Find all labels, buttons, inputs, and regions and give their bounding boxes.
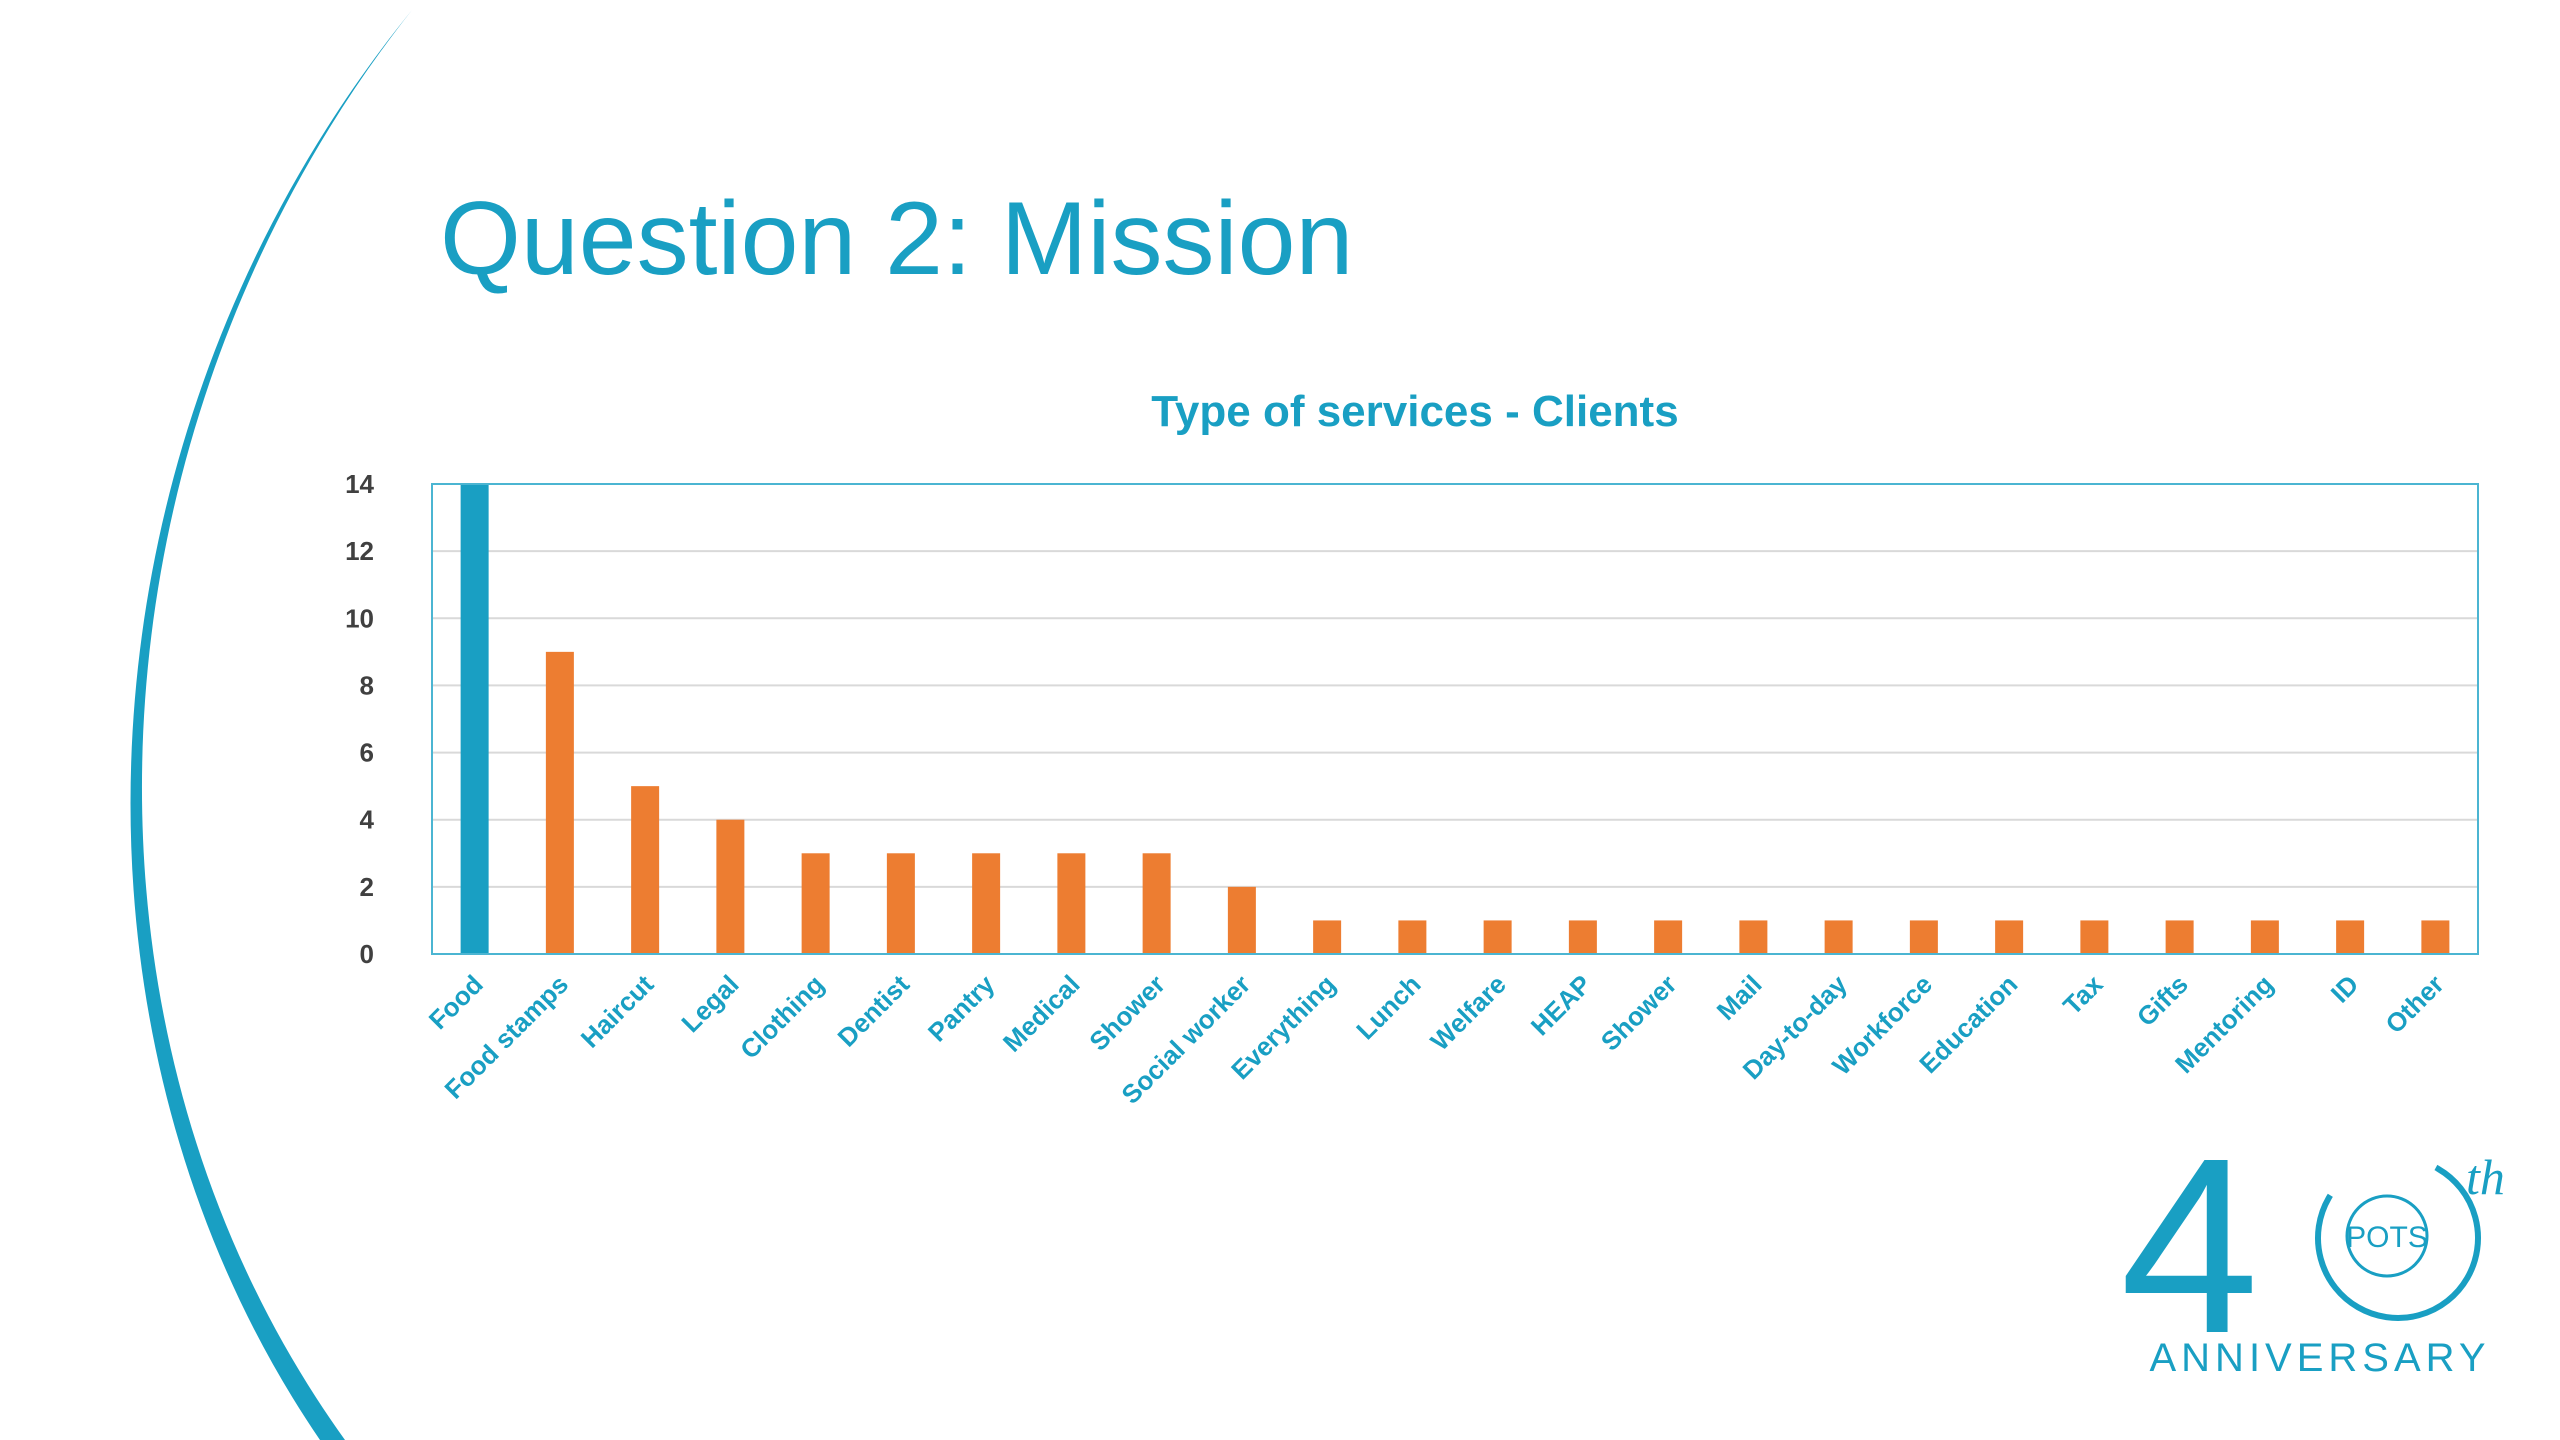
y-tick-label: 10 bbox=[345, 603, 374, 633]
x-tick-label: Welfare bbox=[1425, 969, 1512, 1056]
bar-8 bbox=[1142, 853, 1171, 954]
x-tick-label: HEAP bbox=[1525, 969, 1597, 1041]
bar-17 bbox=[1909, 920, 1938, 954]
x-tick-label: Other bbox=[2379, 969, 2449, 1039]
bar-23 bbox=[2421, 920, 2450, 954]
x-tick-label: Pantry bbox=[922, 969, 1001, 1048]
bar-13 bbox=[1568, 920, 1597, 954]
logo-ring-outer bbox=[2315, 1155, 2481, 1321]
y-tick-label: 6 bbox=[360, 738, 374, 768]
x-tick-label: Shower bbox=[1083, 969, 1171, 1057]
bar-9 bbox=[1227, 886, 1256, 954]
bar-22 bbox=[2336, 920, 2365, 954]
logo-number: 4 bbox=[2120, 1140, 2259, 1340]
bar-11 bbox=[1398, 920, 1427, 954]
bar-7 bbox=[1057, 853, 1086, 954]
y-tick-label: 0 bbox=[360, 939, 374, 969]
bar-12 bbox=[1483, 920, 1512, 954]
y-tick-label: 8 bbox=[360, 670, 374, 700]
bar-16 bbox=[1824, 920, 1853, 954]
x-tick-label: Tax bbox=[2057, 969, 2109, 1021]
y-tick-label: 12 bbox=[345, 536, 374, 566]
bar-19 bbox=[2080, 920, 2109, 954]
x-tick-label: ID bbox=[2325, 969, 2365, 1009]
bar-21 bbox=[2250, 920, 2279, 954]
logo-badge-text: POTS bbox=[2346, 1221, 2428, 1254]
logo-badge-circle bbox=[2345, 1194, 2429, 1278]
chart-title: Type of services - Clients bbox=[1151, 387, 1678, 436]
bars bbox=[460, 484, 2450, 954]
bar-18 bbox=[1995, 920, 2024, 954]
x-tick-label: Medical bbox=[997, 969, 1086, 1058]
logo-graphic: 4 POTS bbox=[2120, 1106, 2481, 1385]
anniversary-logo: 4 POTS th ANNIVERSARY bbox=[2110, 1106, 2530, 1400]
logo-caption: ANNIVERSARY bbox=[2149, 1336, 2491, 1380]
bar-3 bbox=[716, 819, 745, 954]
slide-title: Question 2: Mission bbox=[440, 181, 1354, 297]
logo-superscript: th bbox=[2466, 1149, 2505, 1205]
bar-6 bbox=[972, 853, 1001, 954]
x-tick-label: Legal bbox=[675, 969, 744, 1038]
bar-10 bbox=[1313, 920, 1342, 954]
bar-2 bbox=[631, 786, 660, 954]
y-tick-label: 4 bbox=[360, 805, 375, 835]
x-tick-label: Mail bbox=[1711, 969, 1768, 1026]
bar-5 bbox=[886, 853, 915, 954]
y-axis-ticks: 0 2 4 6 8 10 12 14 bbox=[345, 469, 374, 969]
y-tick-label: 14 bbox=[345, 469, 374, 499]
bar-20 bbox=[2165, 920, 2194, 954]
bar-4 bbox=[801, 853, 830, 954]
x-tick-label: Lunch bbox=[1350, 969, 1426, 1045]
x-tick-label: Food bbox=[423, 969, 489, 1035]
x-tick-label: Dentist bbox=[832, 969, 916, 1053]
bar-0 bbox=[460, 484, 489, 954]
bar-14 bbox=[1654, 920, 1683, 954]
y-tick-label: 2 bbox=[360, 872, 374, 902]
x-tick-label: Haircut bbox=[575, 969, 660, 1054]
x-tick-label: Gifts bbox=[2131, 969, 2194, 1032]
plot-border bbox=[431, 483, 2479, 955]
x-tick-label: Clothing bbox=[734, 969, 830, 1065]
x-tick-label: Shower bbox=[1595, 969, 1683, 1057]
bar-1 bbox=[545, 651, 574, 954]
bar-15 bbox=[1739, 920, 1768, 954]
